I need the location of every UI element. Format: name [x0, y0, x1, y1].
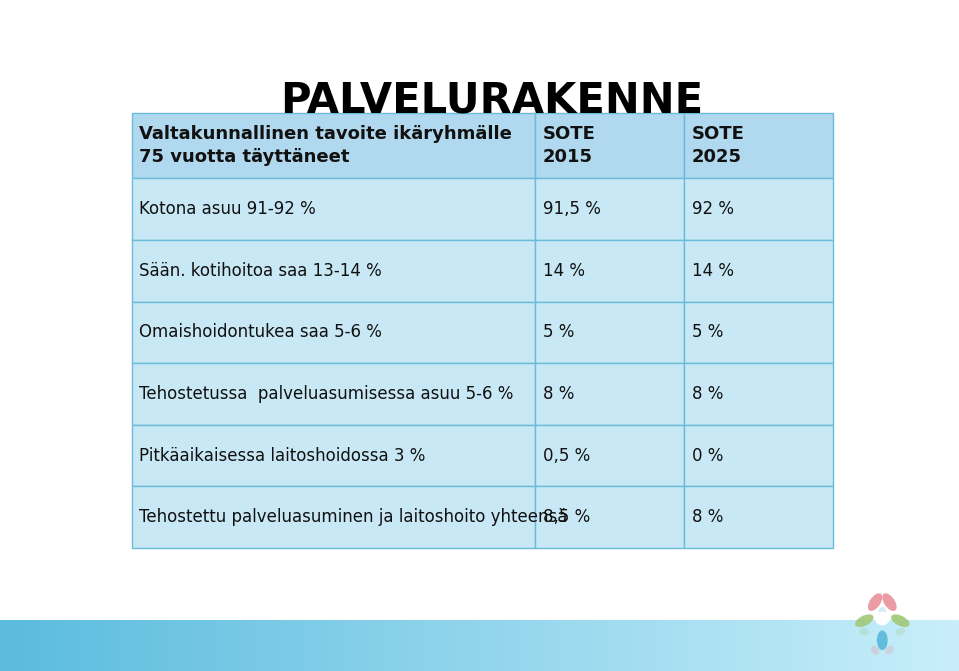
- Ellipse shape: [868, 593, 882, 611]
- Bar: [535, 178, 684, 240]
- Bar: [535, 486, 684, 548]
- Text: SOTE
2025: SOTE 2025: [691, 125, 744, 166]
- Ellipse shape: [885, 646, 894, 655]
- Text: SOTE
2015: SOTE 2015: [543, 125, 596, 166]
- Text: Kotona asuu 91-92 %: Kotona asuu 91-92 %: [139, 200, 316, 218]
- Ellipse shape: [878, 607, 886, 617]
- Bar: [535, 301, 684, 363]
- Ellipse shape: [855, 615, 874, 627]
- Bar: [131, 363, 535, 425]
- Bar: [131, 301, 535, 363]
- Ellipse shape: [896, 628, 905, 635]
- Text: 8 %: 8 %: [691, 508, 723, 526]
- Text: Omaishoidontukea saa 5-6 %: Omaishoidontukea saa 5-6 %: [139, 323, 382, 342]
- Ellipse shape: [882, 593, 897, 611]
- Bar: [684, 240, 832, 301]
- Bar: [131, 425, 535, 486]
- Text: 8 %: 8 %: [691, 385, 723, 403]
- Text: 92 %: 92 %: [691, 200, 734, 218]
- Text: Tehostetussa  palveluasumisessa asuu 5-6 %: Tehostetussa palveluasumisessa asuu 5-6 …: [139, 385, 514, 403]
- Bar: [535, 425, 684, 486]
- Ellipse shape: [859, 628, 869, 635]
- Bar: [684, 486, 832, 548]
- Bar: [535, 113, 684, 178]
- Bar: [684, 113, 832, 178]
- Ellipse shape: [891, 615, 909, 627]
- Text: 14 %: 14 %: [691, 262, 734, 280]
- Bar: [131, 113, 535, 178]
- Bar: [131, 486, 535, 548]
- Bar: [535, 240, 684, 301]
- Text: Tehostettu palveluasuminen ja laitoshoito yhteensä: Tehostettu palveluasuminen ja laitoshoit…: [139, 508, 568, 526]
- Bar: [684, 425, 832, 486]
- Text: Valtakunnallinen tavoite ikäryhmälle
75 vuotta täyttäneet: Valtakunnallinen tavoite ikäryhmälle 75 …: [139, 125, 512, 166]
- Text: 0,5 %: 0,5 %: [543, 446, 590, 464]
- Bar: [535, 363, 684, 425]
- Text: Pitkäaikaisessa laitoshoidossa 3 %: Pitkäaikaisessa laitoshoidossa 3 %: [139, 446, 426, 464]
- Bar: [684, 301, 832, 363]
- Circle shape: [876, 613, 889, 625]
- Text: 14 %: 14 %: [543, 262, 585, 280]
- Text: 5 %: 5 %: [543, 323, 573, 342]
- Bar: [131, 240, 535, 301]
- Ellipse shape: [877, 631, 888, 650]
- Text: 8,5 %: 8,5 %: [543, 508, 590, 526]
- Bar: [684, 178, 832, 240]
- Text: 5 %: 5 %: [691, 323, 723, 342]
- Text: PALVELURAKENNE: PALVELURAKENNE: [280, 80, 703, 121]
- Bar: [131, 178, 535, 240]
- Bar: [684, 363, 832, 425]
- Text: 0 %: 0 %: [691, 446, 723, 464]
- Text: 91,5 %: 91,5 %: [543, 200, 600, 218]
- Ellipse shape: [871, 646, 879, 655]
- Text: Sään. kotihoitoa saa 13-14 %: Sään. kotihoitoa saa 13-14 %: [139, 262, 382, 280]
- Text: 8 %: 8 %: [543, 385, 573, 403]
